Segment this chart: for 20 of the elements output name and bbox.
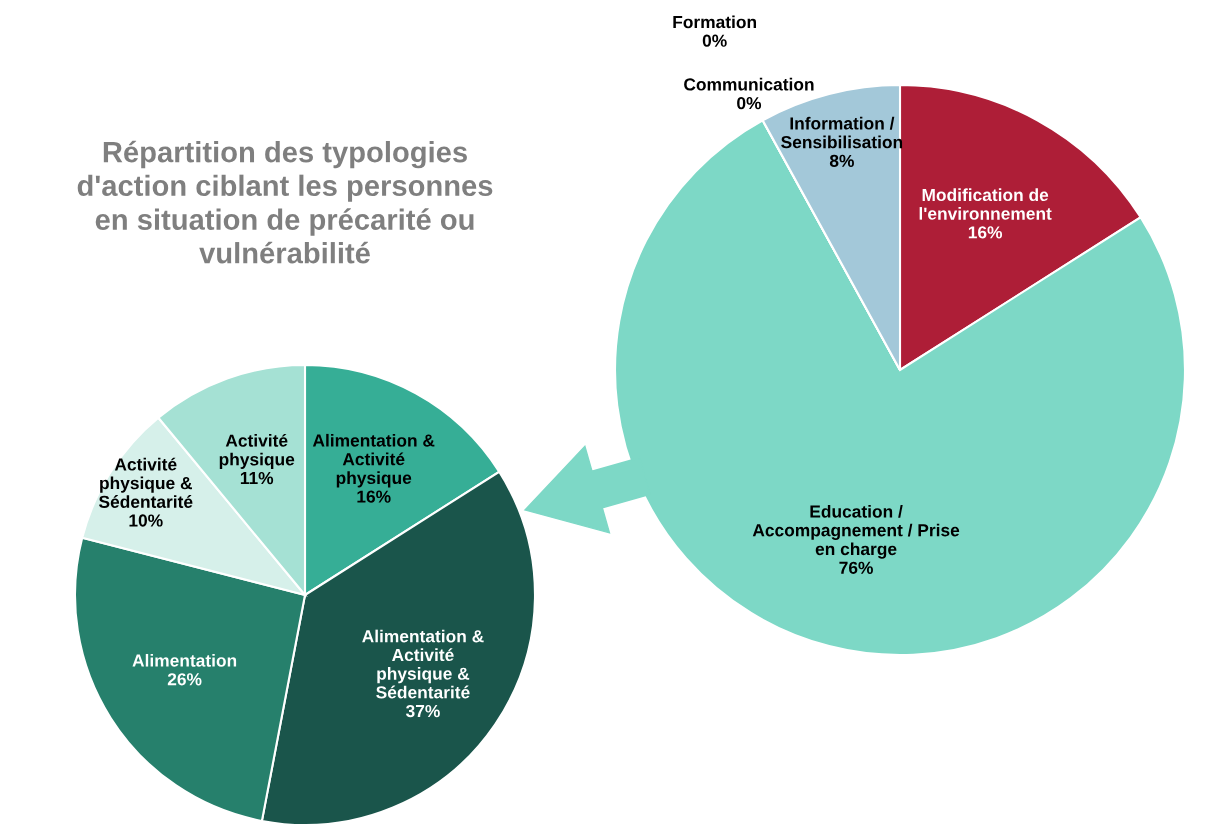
- category-label: Formation: [673, 15, 757, 29]
- slice-label: Activité physique & Sédentarité: [98, 457, 193, 508]
- slice-label: Alimentation & Activité physique & Sédentarité: [362, 629, 484, 699]
- slice-label: Alimentation: [132, 653, 237, 667]
- text: 0%: [737, 96, 762, 110]
- text: 0%: [702, 34, 727, 47]
- slice-label: Activité physique: [219, 433, 295, 469]
- category-label: Communication: [684, 77, 814, 91]
- data-label: 10%: [129, 514, 163, 527]
- slice-label: Modification de l'environnement: [919, 188, 1052, 220]
- slice-label: Alimentation & Activité physique: [312, 433, 435, 488]
- data-label: 11%: [240, 471, 274, 485]
- data-label: 16%: [968, 226, 1003, 239]
- data-label: 76%: [839, 561, 873, 574]
- data-label: 16%: [357, 490, 391, 503]
- text: Répartition des typologies d'action ciblant les personnes en situation de précarité ou vulnérabilité: [77, 140, 493, 264]
- data-label: 26%: [167, 673, 202, 686]
- data-label: 8%: [829, 154, 854, 167]
- data-label: 37%: [405, 704, 440, 718]
- slice-label: Education / Accompagnement / Prise en charge: [752, 504, 960, 559]
